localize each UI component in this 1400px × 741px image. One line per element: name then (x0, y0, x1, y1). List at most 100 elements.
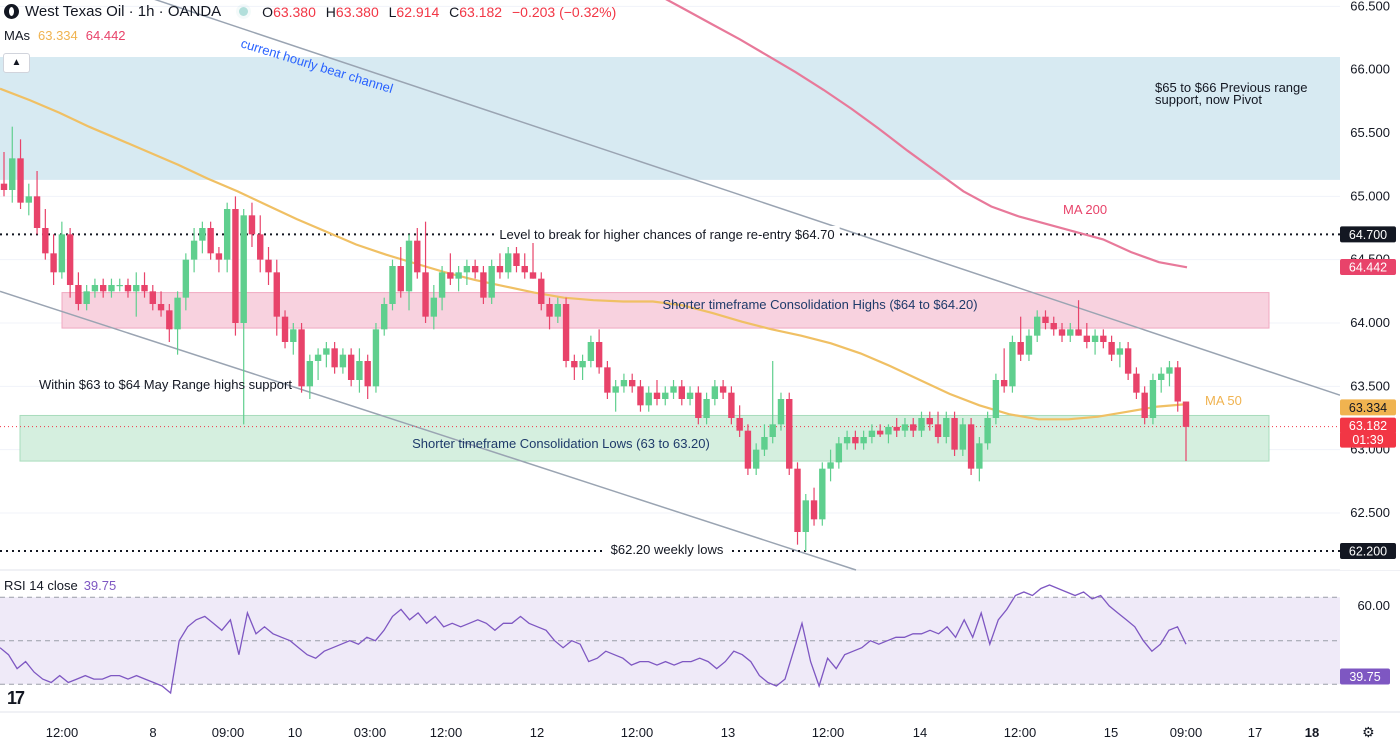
candle-body[interactable] (562, 304, 570, 361)
candle-body[interactable] (471, 266, 479, 273)
collapse-legend-button[interactable]: ▲ (3, 53, 30, 73)
candle-body[interactable] (1034, 316, 1041, 336)
candle-body[interactable] (1042, 316, 1049, 323)
candle-body[interactable] (860, 437, 867, 444)
candle-body[interactable] (0, 183, 8, 190)
candle-body[interactable] (885, 426, 892, 435)
candle-body[interactable] (1141, 392, 1148, 418)
may-range-label[interactable]: Within $63 to $64 May Range highs suppor… (39, 377, 292, 392)
candle-body[interactable] (571, 361, 578, 368)
consolidation-lows-label[interactable]: Shorter timeframe Consolidation Lows (63… (412, 436, 710, 451)
candle-body[interactable] (1133, 373, 1140, 393)
channel-upper-line[interactable] (130, 0, 1341, 396)
candle-body[interactable] (505, 253, 512, 273)
candle-body[interactable] (620, 380, 628, 387)
candle-body[interactable] (323, 348, 330, 355)
candle-body[interactable] (372, 329, 380, 387)
ma-legend[interactable]: MAs 63.334 64.442 (4, 28, 126, 43)
candle-body[interactable] (488, 266, 495, 298)
candle-body[interactable] (1182, 401, 1190, 427)
candle-body[interactable] (438, 272, 446, 298)
candle-body[interactable] (281, 316, 289, 342)
candle-body[interactable] (430, 297, 438, 317)
candle-body[interactable] (1124, 348, 1132, 374)
candle-body[interactable] (133, 285, 140, 292)
candle-body[interactable] (521, 266, 528, 273)
ma50-label[interactable]: MA 50 (1205, 393, 1242, 408)
candle-body[interactable] (455, 272, 462, 279)
candle-body[interactable] (33, 196, 41, 228)
gear-icon[interactable]: ⚙ (1362, 724, 1375, 740)
candle-body[interactable] (1116, 348, 1124, 355)
candle-body[interactable] (786, 399, 793, 469)
candle-body[interactable] (653, 392, 661, 399)
rsi-legend[interactable]: RSI 14 close 39.75 (4, 578, 116, 593)
candle-body[interactable] (58, 234, 66, 273)
candle-body[interactable] (306, 361, 314, 387)
candle-body[interactable] (554, 304, 562, 317)
candle-body[interactable] (777, 399, 785, 425)
candle-body[interactable] (645, 392, 652, 406)
candle-body[interactable] (1158, 373, 1165, 380)
candle-body[interactable] (1067, 329, 1074, 336)
ma200-line[interactable] (600, 0, 1188, 269)
candle-body[interactable] (447, 272, 454, 279)
candle-body[interactable] (802, 500, 809, 532)
candle-body[interactable] (190, 240, 198, 260)
symbol-title[interactable]: West Texas Oil · 1h · OANDA (25, 3, 222, 20)
candle-body[interactable] (339, 354, 347, 368)
candle-body[interactable] (248, 215, 256, 235)
candle-body[interactable] (1149, 380, 1157, 418)
level-6470-label[interactable]: Level to break for higher chances of ran… (499, 227, 834, 242)
candle-body[interactable] (1108, 342, 1115, 355)
candle-body[interactable] (604, 367, 611, 393)
candle-body[interactable] (1166, 367, 1173, 374)
candle-body[interactable] (116, 285, 123, 287)
candle-body[interactable] (587, 342, 595, 361)
channel-lower-line[interactable] (0, 290, 857, 571)
candle-body[interactable] (579, 361, 586, 368)
candle-body[interactable] (389, 266, 396, 304)
weekly-lows-label[interactable]: $62.20 weekly lows (611, 542, 724, 557)
candle-body[interactable] (298, 329, 305, 387)
candle-body[interactable] (207, 228, 214, 254)
candle-body[interactable] (761, 437, 768, 450)
candle-body[interactable] (951, 418, 958, 450)
candle-body[interactable] (290, 329, 297, 342)
candle-body[interactable] (108, 285, 115, 292)
candle-body[interactable] (174, 297, 181, 330)
candle-body[interactable] (843, 437, 851, 444)
candle-body[interactable] (992, 380, 1000, 418)
candle-body[interactable] (91, 285, 99, 292)
candle-body[interactable] (99, 285, 107, 292)
candle-body[interactable] (364, 361, 371, 387)
candle-body[interactable] (1009, 342, 1016, 387)
price-axis[interactable] (1340, 0, 1400, 570)
candle-body[interactable] (967, 424, 975, 469)
candle-body[interactable] (513, 253, 520, 266)
candle-body[interactable] (381, 304, 388, 330)
candle-body[interactable] (926, 418, 933, 425)
candle-body[interactable] (1075, 329, 1082, 336)
candle-body[interactable] (157, 304, 165, 311)
candle-body[interactable] (166, 310, 173, 330)
candle-body[interactable] (1174, 367, 1181, 402)
consolidation-lows-zone[interactable] (19, 414, 1270, 462)
candle-body[interactable] (124, 285, 132, 292)
candle-body[interactable] (662, 392, 669, 399)
candle-body[interactable] (496, 266, 504, 273)
candle-body[interactable] (1000, 380, 1008, 387)
candle-body[interactable] (695, 392, 702, 418)
candle-body[interactable] (728, 392, 735, 418)
candle-body[interactable] (893, 426, 900, 431)
consolidation-highs-label[interactable]: Shorter timeframe Consolidation Highs ($… (662, 297, 977, 312)
candle-body[interactable] (819, 468, 826, 520)
candle-body[interactable] (686, 392, 694, 399)
candle-body[interactable] (397, 266, 404, 292)
candle-body[interactable] (794, 468, 801, 532)
candle-body[interactable] (141, 285, 148, 292)
candle-body[interactable] (149, 291, 156, 304)
candle-body[interactable] (637, 386, 644, 406)
candle-body[interactable] (769, 424, 776, 437)
